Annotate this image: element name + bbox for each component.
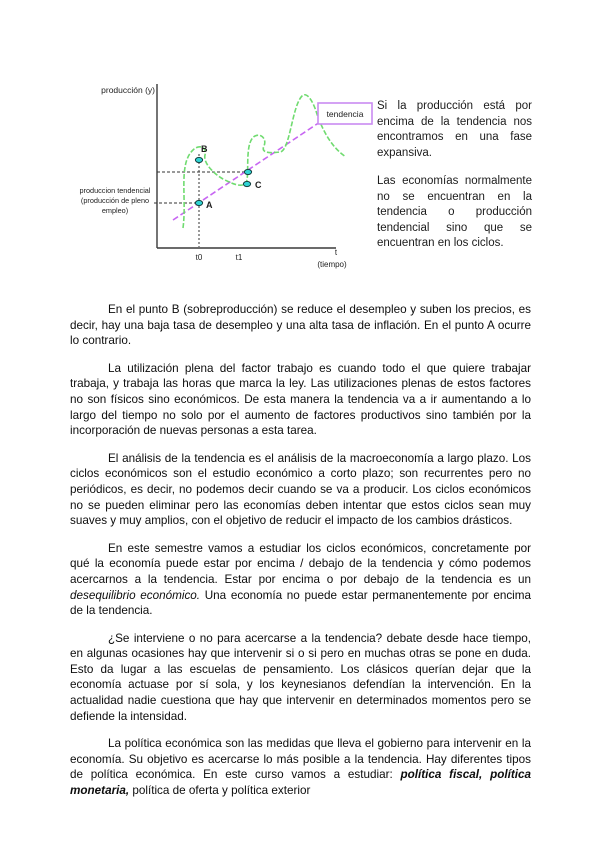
document-body: En el punto B (sobreproducción) se reduc… xyxy=(70,302,531,811)
point-t1-marker xyxy=(243,168,253,176)
tendential-production-label-line2: (producción de pleno xyxy=(81,196,149,205)
economics-trend-chart: tendencia B A C producción (y) t0 t1 t (… xyxy=(70,80,380,280)
point-b-marker xyxy=(194,156,204,164)
trend-label-box xyxy=(317,102,373,125)
text-segment-bold-italic: política fiscal, política monetaria, xyxy=(70,768,531,798)
body-paragraph-5: ¿Se interviene o no para acercarse a la … xyxy=(70,631,531,723)
x-tick-t1: t1 xyxy=(236,253,243,262)
point-a-label: A xyxy=(206,200,213,210)
body-paragraph-1: En el punto B (sobreproducción) se reduc… xyxy=(70,303,531,348)
chart-canvas: tendencia B A C producción (y) t0 t1 t (… xyxy=(80,84,373,269)
point-c-marker xyxy=(242,180,252,188)
tendential-production-label-line1: produccion tendencial xyxy=(80,186,151,195)
tendential-production-label-line3: empleo) xyxy=(102,206,128,215)
text-segment-italic: desequilibrio económico. xyxy=(70,588,201,602)
caption-paragraph-2: Las economías normalmente no se encuentr… xyxy=(377,175,532,249)
y-axis-label: producción (y) xyxy=(101,85,155,95)
text-segment: política de oferta y política exterior xyxy=(129,784,311,798)
caption-paragraph-1: Si la producción está por encima de la t… xyxy=(377,100,532,159)
point-a-marker xyxy=(194,199,204,207)
text-segment: Una economía no puede estar permanenteme… xyxy=(70,588,532,618)
cycle-curve xyxy=(182,94,347,229)
x-tick-t0: t0 xyxy=(196,253,203,262)
x-axis-t-label: t xyxy=(335,248,338,257)
x-axis-tiempo-label: (tiempo) xyxy=(317,260,347,269)
body-paragraph-3: El análisis de la tendencia es el anális… xyxy=(70,451,531,528)
body-paragraph-2: La utilización plena del factor trabajo … xyxy=(70,361,531,438)
body-paragraph-4: En este semestre vamos a estudiar los ci… xyxy=(70,541,531,619)
point-c-label: C xyxy=(255,180,262,190)
figure-caption-column: Si la producción está por encima de la t… xyxy=(377,99,532,265)
text-segment: La política económica son las medidas qu… xyxy=(70,737,531,782)
text-segment: En este semestre vamos a estudiar los ci… xyxy=(70,541,531,586)
body-paragraph-6: La política económica son las medidas qu… xyxy=(70,736,531,798)
point-b-label: B xyxy=(201,144,208,154)
trend-label: tendencia xyxy=(327,109,364,119)
